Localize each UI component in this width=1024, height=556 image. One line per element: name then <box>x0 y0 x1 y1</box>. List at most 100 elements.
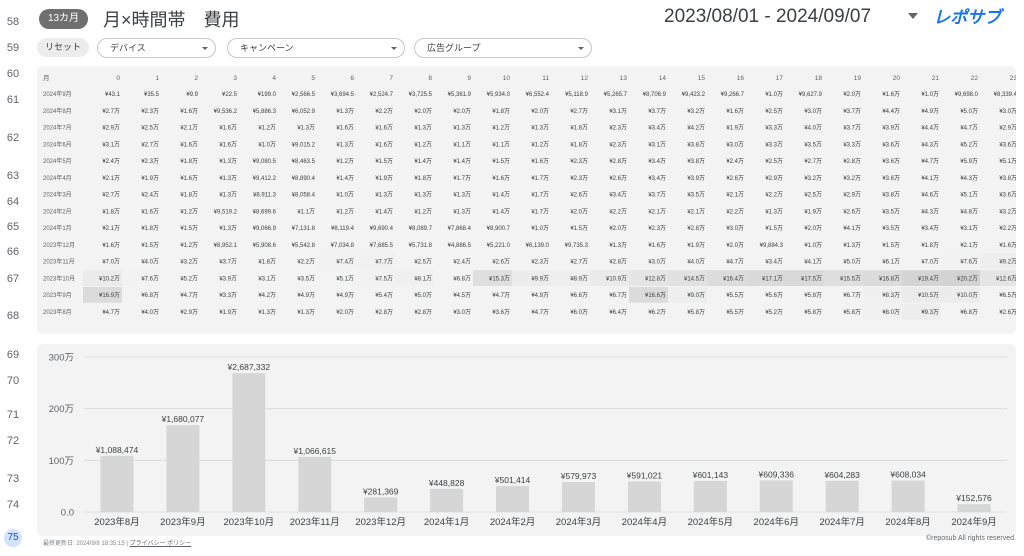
heatmap-cell-bg <box>746 270 785 286</box>
bar[interactable] <box>759 480 793 512</box>
heatmap-cell: ¥2.7万 <box>570 259 588 266</box>
heatmap-cell: ¥1.3万 <box>336 108 354 115</box>
heatmap-cell-bg <box>122 270 161 286</box>
heatmap-cell: ¥3.1万 <box>102 141 120 148</box>
x-tick-label: 2023年11月 <box>290 516 340 528</box>
bar[interactable] <box>825 480 859 512</box>
bar[interactable] <box>496 486 530 512</box>
heatmap-cell: ¥4.7万 <box>960 125 978 132</box>
bar[interactable] <box>891 480 925 512</box>
bar-value-label: ¥609,336 <box>758 470 795 480</box>
bar-value-label: ¥152,576 <box>955 493 992 503</box>
heatmap-cell: ¥4.9万 <box>531 292 549 299</box>
heatmap-cell-bg <box>980 253 1016 270</box>
heatmap-cell: ¥8.0万 <box>882 309 900 316</box>
bar-value-label: ¥608,034 <box>889 470 926 480</box>
heatmap-cell-bg <box>590 270 629 286</box>
heatmap-cell: ¥2.9万 <box>180 309 198 316</box>
campaign-filter-label: キャンペーン <box>240 43 294 53</box>
bar[interactable] <box>166 425 200 512</box>
x-tick-label: 2024年5月 <box>688 516 733 528</box>
heatmap-hour-header: 16 <box>737 75 745 82</box>
heatmap-corner-label: 月 <box>43 74 50 82</box>
heatmap-cell: ¥1.6万 <box>219 125 237 132</box>
heatmap-cell: ¥1.9万 <box>219 309 237 316</box>
heatmap-cell: ¥8,699.6 <box>253 209 277 215</box>
bar[interactable] <box>627 481 661 512</box>
heatmap-cell: ¥12.6万 <box>996 275 1016 282</box>
adgroup-filter-dropdown[interactable]: 広告グループ <box>414 38 592 58</box>
x-tick-label: 2023年12月 <box>355 516 406 528</box>
heatmap-cell: ¥3.3万 <box>219 292 237 299</box>
heatmap-cell: ¥1.6万 <box>726 108 744 115</box>
chevron-down-icon[interactable] <box>908 13 918 19</box>
heatmap-cell: ¥1.3万 <box>531 125 549 132</box>
heatmap-cell: ¥2.0万 <box>609 225 627 232</box>
heatmap-cell: ¥3.1万 <box>648 141 666 148</box>
date-range-picker[interactable]: 2023/08/01 - 2024/09/07 <box>664 6 872 27</box>
reset-button[interactable]: リセット <box>37 38 89 57</box>
heatmap-month-label: 2023年8月 <box>43 308 72 316</box>
heatmap-cell: ¥9,735.3 <box>565 243 589 249</box>
row-number: 69 <box>6 349 20 361</box>
bar[interactable] <box>364 497 398 512</box>
heatmap-cell: ¥8,119.4 <box>331 226 355 232</box>
heatmap-cell: ¥1.4万 <box>336 175 354 182</box>
heatmap-cell: ¥2.2万 <box>297 259 315 266</box>
heatmap-cell: ¥1.0万 <box>804 242 822 249</box>
heatmap-cell: ¥1.9万 <box>726 125 744 132</box>
bar[interactable] <box>561 482 595 512</box>
heatmap-hour-header: 12 <box>581 75 589 82</box>
heatmap-cell: ¥2.3万 <box>648 225 666 232</box>
privacy-policy-link[interactable]: プライバシー ポリシー <box>129 541 192 547</box>
heatmap-cell: ¥8.9万 <box>570 275 588 282</box>
x-tick-label: 2024年1月 <box>424 516 469 528</box>
heatmap-cell: ¥1.6万 <box>492 175 510 182</box>
heatmap-cell: ¥6.0万 <box>570 309 588 316</box>
heatmap-hour-header: 15 <box>698 75 706 82</box>
heatmap-cell: ¥3.7万 <box>648 192 666 199</box>
heatmap-cell: ¥1.6万 <box>180 175 198 182</box>
heatmap-cell: ¥2.1万 <box>687 208 705 215</box>
heatmap-cell: ¥8.1万 <box>414 275 432 282</box>
heatmap-cell: ¥8,089.7 <box>409 226 433 232</box>
bar[interactable] <box>100 455 134 512</box>
bar-value-label: ¥601,143 <box>692 470 729 480</box>
device-filter-dropdown[interactable]: デバイス <box>97 38 216 58</box>
heatmap-cell: ¥2.9万 <box>843 192 861 199</box>
heatmap-cell: ¥2,566.5 <box>292 92 316 98</box>
heatmap-cell: ¥5.1万 <box>960 192 978 199</box>
heatmap-cell: ¥9.9万 <box>531 275 549 282</box>
heatmap-cell: ¥5,118.9 <box>565 92 589 98</box>
heatmap-cell: ¥6.1万 <box>882 259 900 266</box>
heatmap-cell: ¥1.2万 <box>180 242 198 249</box>
bar-value-label: ¥2,687,332 <box>227 362 271 372</box>
heatmap-cell: ¥2.8万 <box>687 225 705 232</box>
logo-text: レポサブ <box>932 7 1006 28</box>
bar[interactable] <box>232 373 266 512</box>
heatmap-hour-header: 0 <box>116 75 120 82</box>
bar[interactable] <box>957 504 991 512</box>
bar[interactable] <box>430 488 464 512</box>
heatmap-cell: ¥3.0万 <box>999 108 1016 115</box>
heatmap-cell-bg <box>629 287 668 303</box>
heatmap-cell-bg <box>902 287 941 303</box>
heatmap-cell: ¥1.6万 <box>102 242 120 249</box>
heatmap-cell: ¥2.9万 <box>102 125 120 132</box>
heatmap-table: 月 0 1 2 3 4 5 6 7 8 9 10 11 12 13 14 15 16 17 18 19 20 21 22 232… <box>43 74 1016 320</box>
heatmap-cell: ¥2.0万 <box>453 108 471 115</box>
bar[interactable] <box>298 456 332 512</box>
heatmap-cell: ¥16.8万 <box>879 275 900 282</box>
heatmap-month-label: 2023年11月 <box>43 258 75 266</box>
x-tick-label: 2024年8月 <box>885 516 930 528</box>
campaign-filter-dropdown[interactable]: キャンペーン <box>227 38 405 58</box>
heatmap-hour-header: 5 <box>311 75 315 82</box>
heatmap-cell: ¥7,868.4 <box>448 226 472 232</box>
heatmap-cell: ¥1.8万 <box>180 192 198 199</box>
heatmap-cell: ¥16.4万 <box>723 275 744 282</box>
bar[interactable] <box>693 480 727 512</box>
heatmap-cell: ¥6.5万 <box>999 292 1016 299</box>
heatmap-cell: ¥10.2万 <box>99 275 120 282</box>
heatmap-cell: ¥1.0万 <box>336 192 354 199</box>
heatmap-cell: ¥5.2万 <box>765 309 783 316</box>
